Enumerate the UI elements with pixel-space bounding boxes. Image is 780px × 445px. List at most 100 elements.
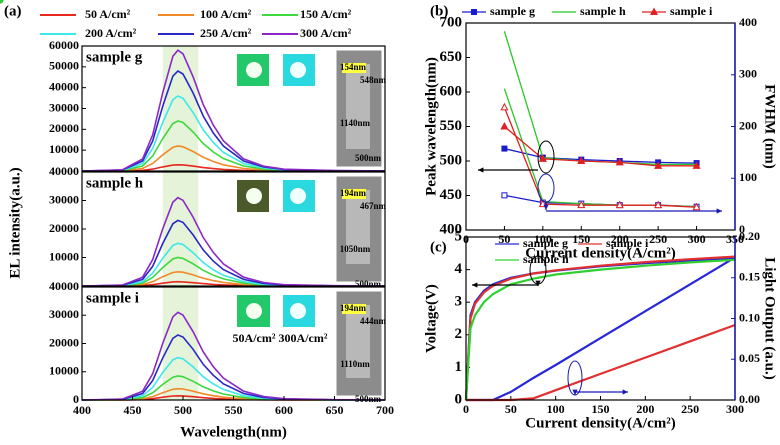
y-tick-label: 40000 [49,79,79,93]
arrow-head [535,280,541,286]
panel-title: sample g [86,49,143,65]
y-tick-label: 5 [455,228,463,244]
marker [692,161,701,169]
marker [615,200,624,209]
y2-tick-label: 200 [739,118,757,132]
inset-label: 1140nm [340,118,371,128]
inset-label: 154nm [340,62,367,72]
marker [615,157,624,166]
annotation-ellipse [537,140,555,174]
inset-label: 500nm [355,279,382,289]
y-tick-label: 3 [455,294,463,310]
inset-label: 467nm [360,201,387,211]
y2-tick-label: 300 [739,67,757,81]
plot-frame [81,45,386,172]
y-axis-label: Voltage(V) [423,284,439,353]
series-line [503,31,697,166]
x-tick-label: 600 [275,403,293,417]
panel-label: (a) [4,3,22,19]
arrow-head [543,204,549,210]
label-bg [342,63,366,73]
y2-tick-label: 0.00 [739,392,760,406]
label-bg [342,189,366,199]
y2-tick-label: 100 [739,170,757,184]
legend-label: sample h [523,252,569,266]
x-tick-label: 250 [681,402,699,416]
y-tick-label: 20000 [49,335,79,349]
inset-label: 300A/cm² [279,331,328,345]
panel-label: (b) [430,3,448,19]
spectrum-line [81,311,386,401]
y-axis-label: Peak wavelength(nm) [423,57,439,196]
y-tick-label: 500 [440,152,463,168]
label-bg [342,304,366,314]
x-tick-label: 150 [592,402,610,416]
series-line [504,147,697,164]
x-tick-label: 300 [726,402,744,416]
inset-label: 444nm [360,316,387,326]
inset-label: 500nm [355,394,382,404]
photo-spot [290,188,306,204]
micrograph-core [346,305,370,378]
panel-title: sample i [86,290,139,306]
x-tick-label: 50 [505,402,517,416]
x-tick-label: 200 [636,402,654,416]
arrow-head [622,389,628,395]
y-tick-label: 1 [455,359,463,375]
marker [649,7,659,15]
micrograph-core [346,190,370,264]
x-tick-label: 100 [534,232,552,246]
y-axis-label: EL intensity(a.u.) [7,167,23,278]
legend-label: 50 A/cm² [85,7,131,21]
marker [0,0,2,2]
photo-spot [290,62,306,78]
x-tick-label: 100 [547,402,565,416]
legend-label: 150 A/cm² [300,7,352,21]
y-tick-label: 20000 [49,121,79,135]
spectrum-line [81,196,386,287]
y2-tick-label: 0.10 [739,310,760,324]
legend-label: 200 A/cm² [85,26,137,40]
x-tick-label: 300 [688,232,706,246]
photo-spot [290,303,306,319]
x-tick-label: 250 [649,232,667,246]
y2-tick-label: 400 [739,15,757,29]
inset-label: 194nm [340,188,367,198]
marker [577,200,586,209]
y-tick-label: 700 [440,14,463,30]
photo-spot [246,188,262,204]
x-tick-label: 150 [572,232,590,246]
y2-tick-label: 0.05 [739,351,760,365]
marker [500,102,509,111]
x-tick-label: 500 [174,403,192,417]
micrograph-core [346,64,370,149]
y-tick-label: 10000 [49,249,79,263]
x-tick-label: 650 [326,403,344,417]
series-line [464,255,736,401]
arrow-head [478,167,484,173]
arrow-head [472,282,478,288]
legend-label: sample g [523,236,568,250]
y-tick-label: 50000 [49,59,79,73]
arrow-head [716,208,722,214]
y2-tick-label: 0.20 [739,229,760,243]
x-tick-label: 0 [463,402,469,416]
series-line [503,126,697,167]
y2-tick-label: 0 [739,222,745,236]
series-line [503,107,697,208]
spectrum-line [81,49,386,172]
legend-label: sample g [490,4,535,18]
y2-axis-label: FWHM (nm) [762,84,778,169]
y-tick-label: 40000 [49,279,79,293]
legend-label: sample i [670,4,713,18]
inset-label: 548nm [360,75,387,85]
plot-frame [81,171,386,287]
legend-label: sample h [580,4,626,18]
panel-label: (c) [430,239,447,255]
x-tick-label: 700 [376,403,394,417]
x-tick-label: 400 [73,403,91,417]
y-tick-label: 20000 [49,221,79,235]
series-line [503,88,697,208]
x-axis-label: Wavelength(nm) [180,424,287,440]
